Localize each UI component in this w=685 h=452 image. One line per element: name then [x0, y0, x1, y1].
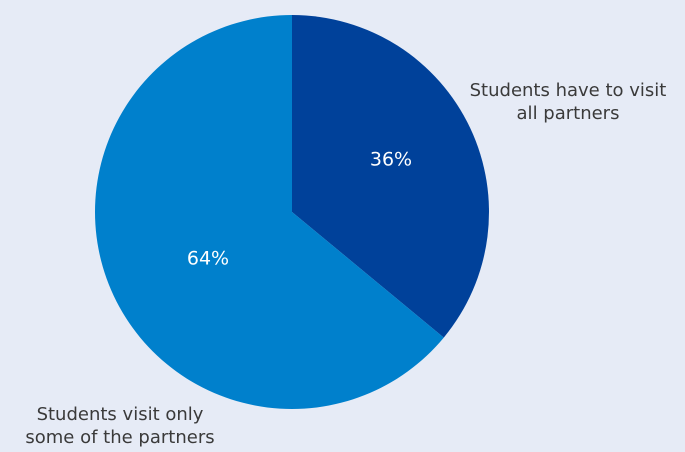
slice-label-some-partners-line-2: some of the partners: [25, 427, 215, 448]
slice-label-some-partners-line-1: Students visit only: [36, 404, 204, 425]
slice-label-all-partners-line-1: Students have to visit: [469, 80, 667, 101]
slice-label-some-partners: Students visit only some of the partners: [0, 403, 240, 449]
slice-label-all-partners-line-2: all partners: [516, 103, 620, 124]
pie-value-some-partners: 64%: [187, 248, 229, 270]
slice-label-all-partners: Students have to visit all partners: [448, 79, 685, 125]
pie-value-all-partners: 36%: [370, 149, 412, 171]
pie-slice-some-partners: [94, 15, 444, 409]
pie-slice-all-partners: [292, 15, 489, 338]
